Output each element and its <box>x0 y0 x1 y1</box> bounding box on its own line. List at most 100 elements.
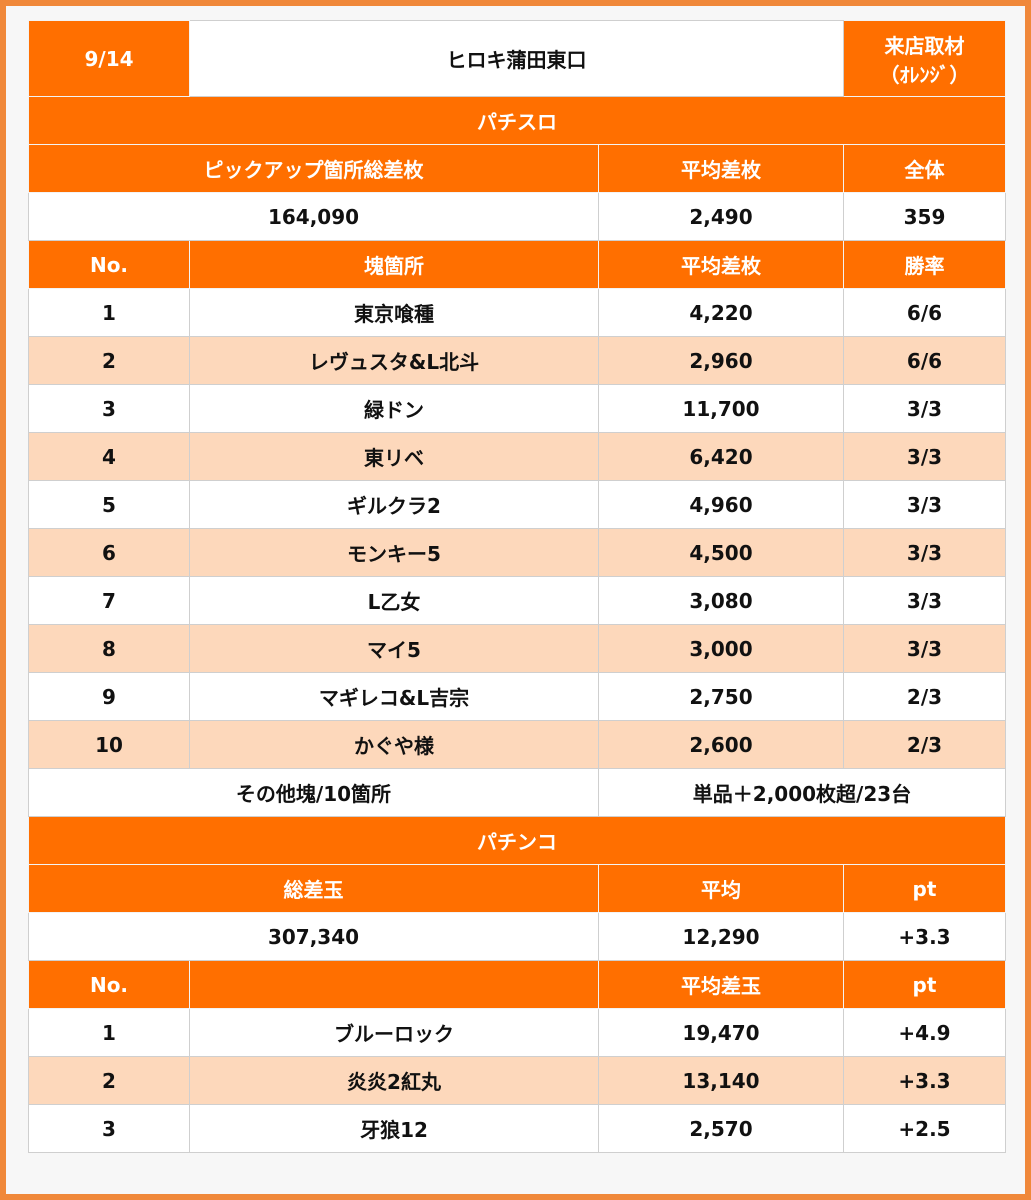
table-row: 9 マギレコ&L吉宗 2,750 2/3 <box>28 672 1006 721</box>
note-line: 来店取材 <box>884 33 965 58</box>
data-cell: マギレコ&L吉宗 <box>189 672 599 721</box>
table-row: 3 緑ドン 11,700 3/3 <box>28 384 1006 433</box>
data-cell: 19,470 <box>598 1008 844 1057</box>
data-cell: 2,570 <box>598 1104 844 1153</box>
data-cell: レヴュスタ&L北斗 <box>189 336 599 385</box>
summary-value: 307,340 <box>28 912 599 961</box>
table-row: No. 平均差玉 pt <box>28 960 1006 1009</box>
table-row: 164,090 2,490 359 <box>28 192 1006 241</box>
data-cell: 3/3 <box>843 480 1006 529</box>
summary-header: 総差玉 <box>28 864 599 913</box>
data-cell: 6 <box>28 528 190 577</box>
other-note: その他塊/10箇所 <box>28 768 599 817</box>
data-cell: かぐや様 <box>189 720 599 769</box>
column-header: No. <box>28 960 190 1009</box>
data-cell: +4.9 <box>843 1008 1006 1057</box>
data-cell: 2,600 <box>598 720 844 769</box>
data-cell: 3,080 <box>598 576 844 625</box>
data-cell: 4,500 <box>598 528 844 577</box>
data-cell: 8 <box>28 624 190 673</box>
summary-value: 359 <box>843 192 1006 241</box>
summary-header: 平均 <box>598 864 844 913</box>
data-cell: 3/3 <box>843 576 1006 625</box>
column-header: pt <box>843 960 1006 1009</box>
table-row: 307,340 12,290 +3.3 <box>28 912 1006 961</box>
summary-header: 平均差枚 <box>598 144 844 193</box>
summary-header: ピックアップ箇所総差枚 <box>28 144 599 193</box>
column-header: No. <box>28 240 190 289</box>
data-cell: 2/3 <box>843 672 1006 721</box>
data-cell: 3,000 <box>598 624 844 673</box>
data-cell: 炎炎2紅丸 <box>189 1056 599 1105</box>
data-cell: 2 <box>28 1056 190 1105</box>
column-header: 塊箇所 <box>189 240 599 289</box>
summary-header: pt <box>843 864 1006 913</box>
data-cell: 2/3 <box>843 720 1006 769</box>
data-cell: マイ5 <box>189 624 599 673</box>
section-title: パチンコ <box>28 816 1006 865</box>
data-cell: 1 <box>28 288 190 337</box>
table-row: 9/14 ヒロキ蒲田東口 来店取材 （ｵﾚﾝｼﾞ） <box>28 20 1006 97</box>
data-cell: +2.5 <box>843 1104 1006 1153</box>
data-cell: 2,960 <box>598 336 844 385</box>
table-row: 8 マイ5 3,000 3/3 <box>28 624 1006 673</box>
column-header: 平均差枚 <box>598 240 844 289</box>
data-cell: 4 <box>28 432 190 481</box>
data-cell: 9 <box>28 672 190 721</box>
data-cell: +3.3 <box>843 1056 1006 1105</box>
data-cell: 4,960 <box>598 480 844 529</box>
column-header: 勝率 <box>843 240 1006 289</box>
data-cell: 3 <box>28 384 190 433</box>
table-row: パチンコ <box>28 816 1006 865</box>
data-cell: ギルクラ2 <box>189 480 599 529</box>
table-row: その他塊/10箇所 単品＋2,000枚超/23台 <box>28 768 1006 817</box>
column-header: 平均差玉 <box>598 960 844 1009</box>
summary-value: +3.3 <box>843 912 1006 961</box>
column-header <box>189 960 599 1009</box>
data-cell: 1 <box>28 1008 190 1057</box>
data-cell: 3 <box>28 1104 190 1153</box>
data-cell: 10 <box>28 720 190 769</box>
data-cell: 2 <box>28 336 190 385</box>
data-cell: 東リベ <box>189 432 599 481</box>
note: 来店取材 （ｵﾚﾝｼﾞ） <box>843 20 1006 97</box>
data-cell: モンキー5 <box>189 528 599 577</box>
report-table: 9/14 ヒロキ蒲田東口 来店取材 （ｵﾚﾝｼﾞ） パチスロ ピックアップ箇所総差枚 平均差… <box>28 20 1006 1153</box>
data-cell: 13,140 <box>598 1056 844 1105</box>
table-row: 3 牙狼12 2,570 +2.5 <box>28 1104 1006 1153</box>
table-row: 7 L乙女 3,080 3/3 <box>28 576 1006 625</box>
table-row: 2 レヴュスタ&L北斗 2,960 6/6 <box>28 336 1006 385</box>
summary-value: 164,090 <box>28 192 599 241</box>
data-cell: 7 <box>28 576 190 625</box>
table-row: パチスロ <box>28 96 1006 145</box>
data-cell: 5 <box>28 480 190 529</box>
data-cell: 4,220 <box>598 288 844 337</box>
data-cell: 11,700 <box>598 384 844 433</box>
summary-value: 2,490 <box>598 192 844 241</box>
table-row: 2 炎炎2紅丸 13,140 +3.3 <box>28 1056 1006 1105</box>
date: 9/14 <box>28 20 190 97</box>
data-cell: 3/3 <box>843 384 1006 433</box>
table-row: 1 東京喰種 4,220 6/6 <box>28 288 1006 337</box>
data-cell: 3/3 <box>843 432 1006 481</box>
table-row: 総差玉 平均 pt <box>28 864 1006 913</box>
table-row: 6 モンキー5 4,500 3/3 <box>28 528 1006 577</box>
table-row: ピックアップ箇所総差枚 平均差枚 全体 <box>28 144 1006 193</box>
table-row: 1 ブルーロック 19,470 +4.9 <box>28 1008 1006 1057</box>
data-cell: 東京喰種 <box>189 288 599 337</box>
table-row: 4 東リベ 6,420 3/3 <box>28 432 1006 481</box>
section-title: パチスロ <box>28 96 1006 145</box>
table-row: 10 かぐや様 2,600 2/3 <box>28 720 1006 769</box>
data-cell: 2,750 <box>598 672 844 721</box>
summary-header: 全体 <box>843 144 1006 193</box>
data-cell: 3/3 <box>843 528 1006 577</box>
store-name: ヒロキ蒲田東口 <box>189 20 844 97</box>
data-cell: 6/6 <box>843 288 1006 337</box>
other-note: 単品＋2,000枚超/23台 <box>598 768 1006 817</box>
data-cell: L乙女 <box>189 576 599 625</box>
note-line: （ｵﾚﾝｼﾞ） <box>879 62 970 87</box>
data-cell: 3/3 <box>843 624 1006 673</box>
data-cell: 6/6 <box>843 336 1006 385</box>
table-row: 5 ギルクラ2 4,960 3/3 <box>28 480 1006 529</box>
